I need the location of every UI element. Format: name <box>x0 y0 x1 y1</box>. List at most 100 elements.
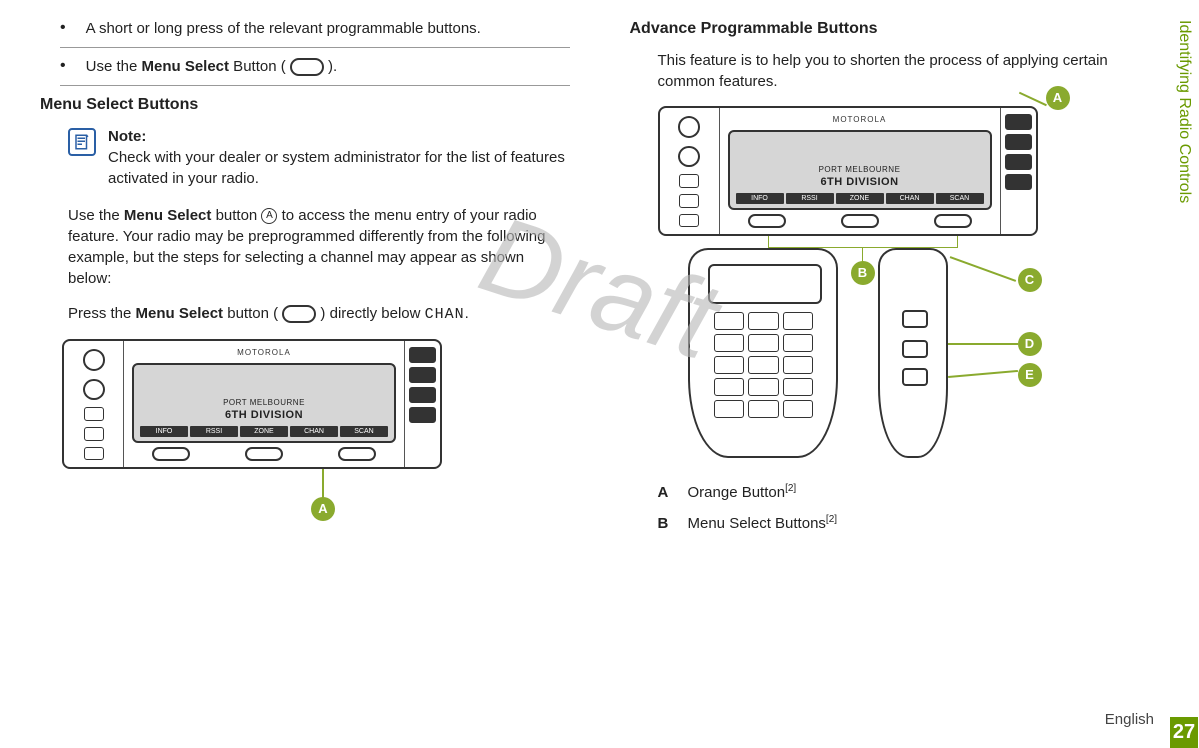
small-button-icon <box>84 407 104 421</box>
device-right-panel <box>1000 108 1036 234</box>
softkey: INFO <box>736 193 784 205</box>
device-right-panel <box>404 341 440 467</box>
side-tab: Identifying Radio Controls 27 <box>1169 0 1199 748</box>
callout-line <box>948 370 1018 378</box>
softkey: SCAN <box>340 426 388 438</box>
legend-row: B Menu Select Buttons[2] <box>658 513 1150 534</box>
callout-line <box>322 469 324 499</box>
menu-select-button-icon <box>152 447 190 461</box>
softkey: RSSI <box>190 426 238 438</box>
device-left-panel <box>64 341 124 467</box>
note-block: Note: Check with your dealer or system a… <box>68 126 570 189</box>
menu-select-button-icon <box>748 214 786 228</box>
language-label: English <box>1105 711 1154 728</box>
mic-front <box>688 248 838 458</box>
menu-select-button-icon <box>245 447 283 461</box>
device-logo: MOTOROLA <box>132 347 396 358</box>
lcd-softkey-row: INFO RSSI ZONE CHAN SCAN <box>736 193 984 205</box>
side-button-icon <box>1005 134 1032 150</box>
softkey: ZONE <box>240 426 288 438</box>
device-lcd: PORT MELBOURNE 6TH DIVISION INFO RSSI ZO… <box>132 363 396 444</box>
radio-device: MOTOROLA PORT MELBOURNE 6TH DIVISION INF… <box>62 339 442 469</box>
small-button-icon <box>679 174 699 188</box>
legend-value: Orange Button[2] <box>688 482 1150 503</box>
right-column: Advance Programmable Buttons This featur… <box>600 10 1160 728</box>
paragraph: This feature is to help you to shorten t… <box>658 50 1150 92</box>
small-button-icon <box>84 427 104 441</box>
legend-key: A <box>658 482 688 503</box>
lcd-line-2: 6TH DIVISION <box>140 408 388 423</box>
side-button-icon <box>409 407 436 423</box>
side-button-icon <box>1005 114 1032 130</box>
lcd-line-1: PORT MELBOURNE <box>736 164 984 175</box>
side-button-icon <box>409 387 436 403</box>
softkey: CHAN <box>290 426 338 438</box>
left-column: • A short or long press of the relevant … <box>40 10 600 728</box>
volume-dial-icon <box>83 349 105 371</box>
device-mid-panel: MOTOROLA PORT MELBOURNE 6TH DIVISION INF… <box>124 341 404 467</box>
bullet-dot: • <box>60 56 66 75</box>
paragraph: Use the Menu Select button A to access t… <box>68 205 570 289</box>
bullet-text: Use the Menu Select Button ( ). <box>86 56 338 77</box>
softkey: RSSI <box>786 193 834 205</box>
mic-screen-icon <box>708 264 822 304</box>
note-icon <box>68 128 96 156</box>
small-button-icon <box>84 447 104 461</box>
softkey: SCAN <box>936 193 984 205</box>
legend-key: B <box>658 513 688 534</box>
lcd-softkey-row: INFO RSSI ZONE CHAN SCAN <box>140 426 388 438</box>
volume-dial-icon <box>678 116 700 138</box>
callout-d-badge: D <box>1018 332 1042 356</box>
lcd-line-2: 6TH DIVISION <box>736 175 984 190</box>
device-left-panel <box>660 108 720 234</box>
softkey: ZONE <box>836 193 884 205</box>
menu-button-row <box>132 447 396 461</box>
side-button-icon <box>1005 174 1032 190</box>
small-button-icon <box>679 214 699 228</box>
mic-key-icon <box>714 312 745 330</box>
mic-keypad <box>714 312 814 418</box>
paragraph: Press the Menu Select button ( ) directl… <box>68 303 570 325</box>
callout-legend: A Orange Button[2] B Menu Select Buttons… <box>658 482 1150 534</box>
small-button-icon <box>679 194 699 208</box>
mic-side-button-icon <box>902 340 928 358</box>
handheld-mic-figure: C D E <box>658 248 1078 468</box>
section-heading: Advance Programmable Buttons <box>630 18 1150 40</box>
callout-c-badge: C <box>1018 268 1042 292</box>
note-text: Note: Check with your dealer or system a… <box>108 126 570 189</box>
radio-device-figure-annotated: A MOTOROLA PORT MELBOURNE 6TH DIVISION <box>658 106 1068 236</box>
legend-value: Menu Select Buttons[2] <box>688 513 1150 534</box>
softkey: INFO <box>140 426 188 438</box>
side-button-icon <box>409 367 436 383</box>
device-mid-panel: MOTOROLA PORT MELBOURNE 6TH DIVISION INF… <box>720 108 1000 234</box>
callout-line <box>949 256 1015 281</box>
note-body: Check with your dealer or system adminis… <box>108 149 565 187</box>
menu-select-button-icon <box>841 214 879 228</box>
page-number-badge: 27 <box>1170 717 1198 748</box>
bullet-dot: • <box>60 18 66 37</box>
mic-side-view <box>878 248 948 458</box>
radio-device: MOTOROLA PORT MELBOURNE 6TH DIVISION INF… <box>658 106 1038 236</box>
legend-row: A Orange Button[2] <box>658 482 1150 503</box>
mic-side-button-icon <box>902 368 928 386</box>
chapter-title-vertical: Identifying Radio Controls <box>1175 0 1193 717</box>
radio-device-figure: MOTOROLA PORT MELBOURNE 6TH DIVISION INF… <box>62 339 472 469</box>
callout-e-badge: E <box>1018 363 1042 387</box>
note-label: Note: <box>108 126 570 147</box>
device-lcd: PORT MELBOURNE 6TH DIVISION INFO RSSI ZO… <box>728 130 992 211</box>
channel-dial-icon <box>678 146 700 168</box>
callout-line <box>1019 92 1047 106</box>
softkey: CHAN <box>886 193 934 205</box>
menu-button-row <box>728 214 992 228</box>
callout-a-badge: A <box>1046 86 1070 110</box>
menu-select-button-icon <box>934 214 972 228</box>
lcd-line-1: PORT MELBOURNE <box>140 397 388 408</box>
side-button-icon <box>1005 154 1032 170</box>
bullet-text: A short or long press of the relevant pr… <box>86 18 481 39</box>
device-logo: MOTOROLA <box>728 114 992 125</box>
callout-bracket <box>768 236 958 248</box>
callout-a-badge: A <box>311 497 335 521</box>
menu-select-button-icon <box>338 447 376 461</box>
channel-dial-icon <box>83 379 105 401</box>
side-button-icon <box>409 347 436 363</box>
